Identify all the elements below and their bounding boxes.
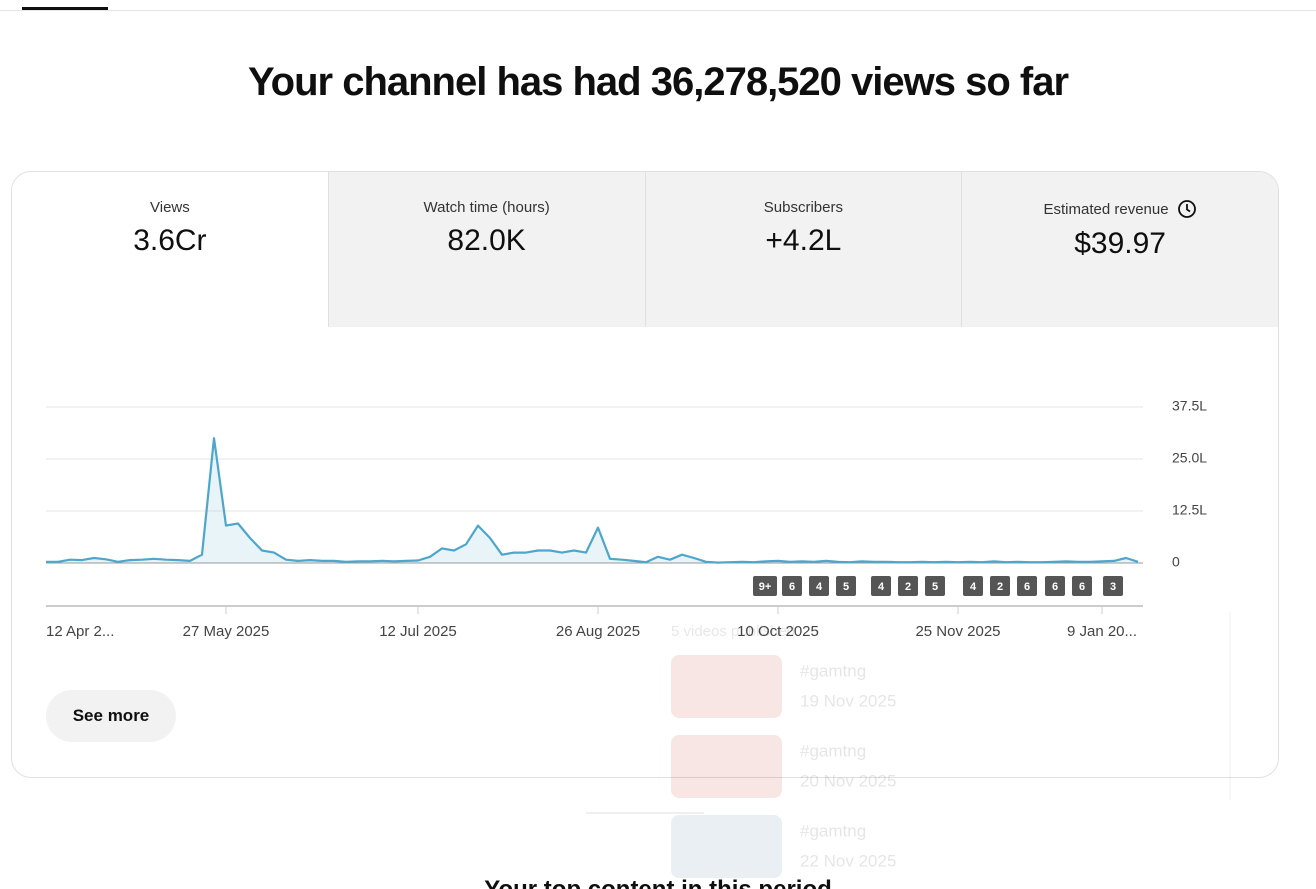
video-date: 20 Nov 2025 bbox=[800, 771, 896, 790]
video-marker[interactable] bbox=[1103, 576, 1123, 596]
video-title: #gamtng bbox=[800, 661, 866, 680]
area bbox=[46, 438, 1138, 563]
video-marker-count: 2 bbox=[997, 581, 1003, 593]
video-marker-count: 3 bbox=[1110, 581, 1116, 593]
video-marker-count: 4 bbox=[970, 581, 977, 593]
metric-value: 82.0K bbox=[447, 224, 526, 257]
x-tick-label: 12 Jul 2025 bbox=[379, 623, 457, 640]
line bbox=[46, 437, 1139, 564]
x-tick-label: 10 Oct 2025 bbox=[737, 623, 819, 640]
video-marker[interactable] bbox=[782, 576, 802, 596]
y-tick-label: 0 bbox=[1172, 554, 1180, 570]
metric-tab[interactable]: Watch time (hours) 82.0K bbox=[327, 172, 645, 327]
thumbnail bbox=[671, 655, 782, 718]
video-marker-count: 6 bbox=[1079, 581, 1085, 593]
video-date: 19 Nov 2025 bbox=[800, 691, 896, 710]
tab-indicator bbox=[22, 7, 108, 10]
video-marker-count: 9+ bbox=[759, 581, 772, 593]
video-marker-count: 5 bbox=[843, 581, 849, 593]
video-marker[interactable] bbox=[836, 576, 856, 596]
video-marker-count: 6 bbox=[1052, 581, 1058, 593]
tooltip-overlay: 5 videos published #gamtng 19 Nov 2025 #gam… bbox=[586, 612, 1231, 878]
y-tick-label: 37.5L bbox=[1172, 398, 1207, 414]
video-marker-count: 2 bbox=[905, 581, 911, 593]
video-marker[interactable] bbox=[1072, 576, 1092, 596]
metric-label: Views bbox=[150, 199, 190, 216]
analytics-card: Views 3.6Cr Watch time (hours) 82.0K Subsc… bbox=[11, 171, 1279, 778]
y-tick-label: 25.0L bbox=[1172, 450, 1207, 466]
metric-value: $39.97 bbox=[1074, 227, 1166, 260]
metric-tab[interactable]: Subscribers +4.2L bbox=[644, 172, 962, 327]
video-marker[interactable] bbox=[1045, 576, 1065, 596]
video-marker[interactable] bbox=[1017, 576, 1037, 596]
metric-label-text: Estimated revenue bbox=[1043, 201, 1169, 218]
video-marker-count: 6 bbox=[1024, 581, 1030, 593]
metric-label: Watch time (hours) bbox=[423, 199, 550, 216]
metric-value: +4.2L bbox=[765, 224, 842, 257]
x-tick-label: 27 May 2025 bbox=[183, 623, 270, 640]
metric-label: Estimated revenue bbox=[962, 199, 1278, 219]
metric-tab[interactable]: Views 3.6Cr bbox=[12, 172, 328, 327]
video-marker-count: 6 bbox=[789, 581, 795, 593]
x-tick-label: 9 Jan 20... bbox=[1067, 623, 1137, 640]
video-date: 22 Nov 2025 bbox=[800, 851, 896, 870]
thumbnail bbox=[671, 815, 782, 878]
see-more-button[interactable]: See more bbox=[46, 690, 176, 742]
video-marker-count: 5 bbox=[932, 581, 938, 593]
page-title: Your channel has had 36,278,520 views so… bbox=[247, 60, 1069, 104]
video-marker[interactable] bbox=[753, 576, 777, 596]
video-title: #gamtng bbox=[800, 821, 866, 840]
footer-heading: Your top content in this period bbox=[0, 876, 1316, 889]
clock-icon[interactable] bbox=[1177, 199, 1197, 219]
metric-value: 3.6Cr bbox=[133, 224, 207, 257]
video-marker[interactable] bbox=[990, 576, 1010, 596]
video-title: #gamtng bbox=[800, 741, 866, 760]
x-tick-label: 26 Aug 2025 bbox=[556, 623, 640, 640]
tooltip-heading: 5 videos published bbox=[671, 623, 795, 640]
video-marker-count: 4 bbox=[816, 581, 823, 593]
metric-tabs: Views 3.6Cr Watch time (hours) 82.0K Subsc… bbox=[12, 172, 1278, 327]
video-marker[interactable] bbox=[871, 576, 891, 596]
x-tick-label: 25 Nov 2025 bbox=[915, 623, 1000, 640]
x-tick-label: 12 Apr 2... bbox=[46, 623, 114, 640]
metric-tab[interactable]: Estimated revenue $39.97 bbox=[961, 172, 1278, 327]
video-marker[interactable] bbox=[925, 576, 945, 596]
metric-label: Subscribers bbox=[763, 199, 843, 216]
top-divider bbox=[0, 10, 1316, 11]
video-marker-count: 4 bbox=[878, 581, 885, 593]
video-marker[interactable] bbox=[809, 576, 829, 596]
video-marker[interactable] bbox=[963, 576, 983, 596]
y-tick-label: 12.5L bbox=[1172, 502, 1207, 518]
video-marker[interactable] bbox=[898, 576, 918, 596]
thumbnail bbox=[671, 735, 782, 798]
